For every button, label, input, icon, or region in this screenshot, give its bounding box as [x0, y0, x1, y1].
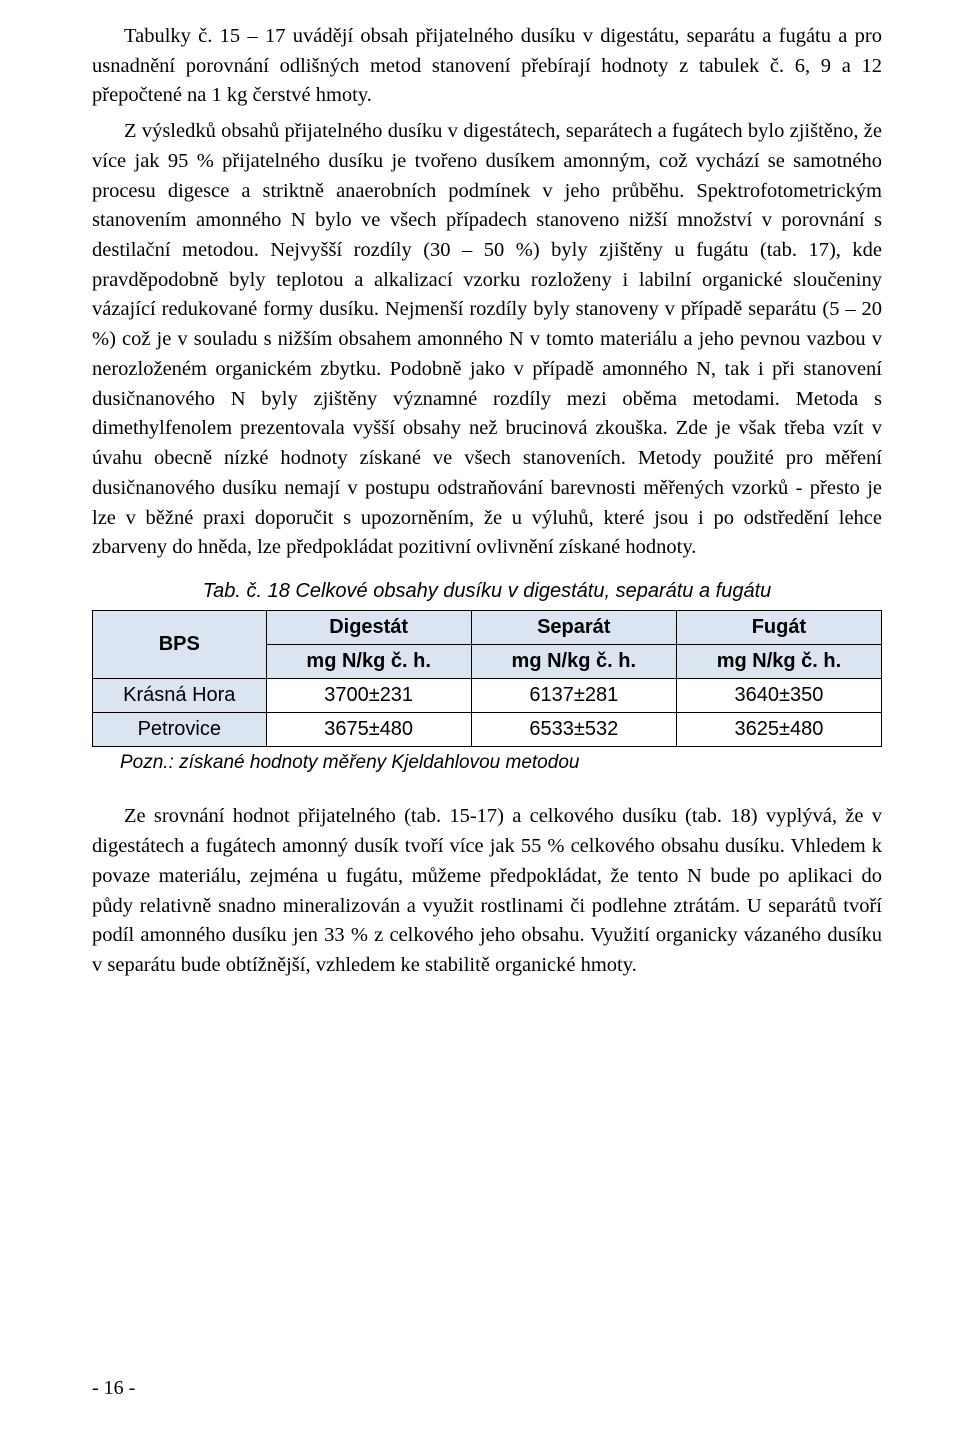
- col-fugat-head1: Fugát: [676, 610, 881, 644]
- paragraph-1: Tabulky č. 15 – 17 uvádějí obsah přijate…: [92, 22, 882, 111]
- col-separat-head2: mg N/kg č. h.: [471, 644, 676, 678]
- table-18: BPS Digestát Separát Fugát mg N/kg č. h.…: [92, 610, 882, 747]
- col-separat-head1: Separát: [471, 610, 676, 644]
- col-fugat-head2: mg N/kg č. h.: [676, 644, 881, 678]
- paragraph-2: Z výsledků obsahů přijatelného dusíku v …: [92, 117, 882, 563]
- paragraph-3: Ze srovnání hodnot přijatelného (tab. 15…: [92, 802, 882, 980]
- row0-c1: 3700±231: [266, 678, 471, 712]
- page-number: - 16 -: [92, 1374, 135, 1403]
- table-row: Krásná Hora 3700±231 6137±281 3640±350: [93, 678, 882, 712]
- col-bps-head: BPS: [93, 610, 267, 678]
- col-digestat-head2: mg N/kg č. h.: [266, 644, 471, 678]
- row0-c3: 3640±350: [676, 678, 881, 712]
- row1-c1: 3675±480: [266, 712, 471, 746]
- row1-label: Petrovice: [93, 712, 267, 746]
- table-row: Petrovice 3675±480 6533±532 3625±480: [93, 712, 882, 746]
- table-18-note: Pozn.: získané hodnoty měřeny Kjeldahlov…: [120, 749, 882, 777]
- row0-label: Krásná Hora: [93, 678, 267, 712]
- row0-c2: 6137±281: [471, 678, 676, 712]
- table-18-title: Tab. č. 18 Celkové obsahy dusíku v diges…: [92, 577, 882, 606]
- row1-c3: 3625±480: [676, 712, 881, 746]
- row1-c2: 6533±532: [471, 712, 676, 746]
- col-digestat-head1: Digestát: [266, 610, 471, 644]
